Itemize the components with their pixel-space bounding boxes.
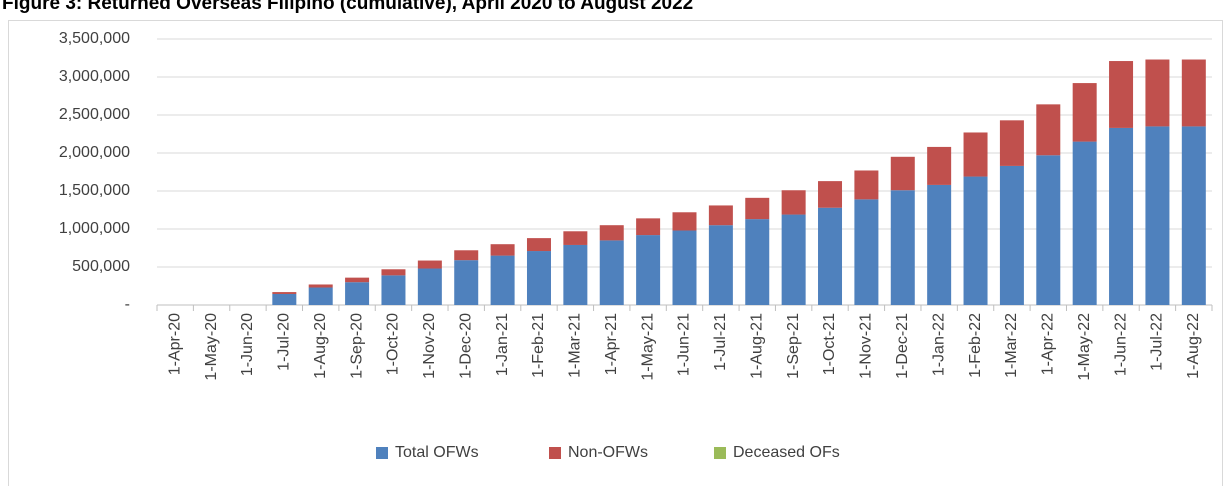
x-tick-label: 1-Jun-21 [676, 313, 693, 376]
bar-segment [599, 240, 624, 305]
y-tick-label: - [125, 296, 130, 313]
x-tick-label: 1-Feb-21 [530, 313, 547, 378]
bar-segment [999, 120, 1024, 166]
bar-segment [781, 214, 806, 305]
bar-segment [927, 184, 952, 305]
legend-swatch [714, 447, 726, 459]
bar-segment [818, 207, 843, 305]
x-tick-label: 1-Nov-21 [858, 313, 875, 379]
x-tick-label: 1-Jul-20 [276, 313, 293, 371]
x-tick-label: 1-Jan-21 [494, 313, 511, 376]
bar-segment [417, 268, 442, 305]
bar-segment [745, 197, 770, 220]
chart-title: Figure 3: Returned Overseas Filipino (cu… [2, 0, 693, 14]
x-tick-label: 1-Nov-20 [421, 313, 438, 379]
x-tick-label: 1-Oct-20 [385, 313, 402, 375]
y-tick-label: 1,000,000 [59, 220, 130, 237]
legend-label: Non-OFWs [568, 444, 648, 461]
bar-segment [308, 284, 333, 288]
x-tick-label: 1-Apr-20 [166, 313, 183, 375]
bar-segment [417, 260, 442, 269]
x-tick-label: 1-Aug-22 [1185, 313, 1202, 379]
bar-segment [381, 269, 406, 276]
legend-label: Total OFWs [395, 444, 479, 461]
x-tick-label: 1-Apr-21 [603, 313, 620, 375]
bar-segment [1109, 61, 1134, 128]
bar-segment [272, 293, 297, 305]
x-tick-label: 1-Mar-21 [567, 313, 584, 378]
x-tick-label: 1-Oct-21 [821, 313, 838, 375]
bar-segment [454, 250, 479, 261]
legend-label: Deceased OFs [733, 444, 840, 461]
bar-segment [599, 225, 624, 241]
chart-frame [8, 20, 1223, 486]
bar-segment [708, 205, 733, 226]
bar-segment [708, 225, 733, 305]
bar-segment [781, 190, 806, 215]
bar-segment [490, 244, 515, 256]
y-tick-label: 3,000,000 [59, 68, 130, 85]
y-tick-label: 500,000 [72, 258, 130, 275]
x-tick-label: 1-Feb-22 [967, 313, 984, 378]
bar-segment [745, 219, 770, 305]
bar-segment [890, 156, 915, 191]
bar-segment [636, 235, 661, 305]
bar-segment [272, 292, 297, 294]
x-tick-label: 1-Apr-22 [1040, 313, 1057, 375]
bar-segment [345, 277, 370, 283]
bar-segment [563, 244, 588, 305]
y-tick-label: 2,000,000 [59, 144, 130, 161]
x-tick-label: 1-Aug-20 [312, 313, 329, 379]
y-tick-label: 2,500,000 [59, 106, 130, 123]
bar-segment [1036, 104, 1061, 156]
bar-segment [308, 287, 333, 305]
y-tick-label: 3,500,000 [59, 30, 130, 47]
x-tick-label: 1-Sep-20 [348, 313, 365, 379]
bar-segment [927, 146, 952, 185]
bar-segment [636, 218, 661, 236]
bar-segment [563, 231, 588, 245]
bar-segment [454, 260, 479, 305]
y-tick-label: 1,500,000 [59, 182, 130, 199]
bar-segment [1145, 126, 1170, 306]
bar-segment [526, 251, 551, 305]
bar-segment [1072, 141, 1097, 305]
bar-segment [1109, 127, 1134, 305]
bar-segment [526, 238, 551, 252]
x-tick-label: 1-Jul-21 [712, 313, 729, 371]
bar-segment [381, 275, 406, 305]
x-tick-label: 1-Dec-20 [457, 313, 474, 379]
x-tick-label: 1-Dec-21 [894, 313, 911, 379]
x-tick-label: 1-May-21 [639, 313, 656, 381]
bar-segment [672, 212, 697, 231]
legend-swatch [376, 447, 388, 459]
bar-segment [345, 282, 370, 305]
x-tick-label: 1-May-20 [203, 313, 220, 381]
bar-segment [818, 181, 843, 208]
bar-segment [999, 165, 1024, 305]
bar-segment [963, 132, 988, 177]
x-tick-label: 1-May-22 [1076, 313, 1093, 381]
bar-segment [672, 230, 697, 305]
bar-segment [890, 190, 915, 305]
x-tick-label: 1-Jul-22 [1149, 313, 1166, 371]
x-tick-label: 1-Jan-22 [930, 313, 947, 376]
bar-segment [1181, 59, 1206, 127]
x-tick-label: 1-Sep-21 [785, 313, 802, 379]
bar-segment [490, 255, 515, 305]
bar-segment [1072, 83, 1097, 142]
bar-segment [854, 199, 879, 305]
bar-segment [1036, 155, 1061, 305]
x-tick-label: 1-Jun-22 [1112, 313, 1129, 376]
bar-segment [963, 176, 988, 305]
legend-swatch [549, 447, 561, 459]
bar-segment [1145, 59, 1170, 127]
x-tick-label: 1-Jun-20 [239, 313, 256, 376]
bar-segment [1181, 126, 1206, 306]
x-tick-label: 1-Aug-21 [748, 313, 765, 379]
x-tick-label: 1-Mar-22 [1003, 313, 1020, 378]
bar-segment [854, 170, 879, 200]
